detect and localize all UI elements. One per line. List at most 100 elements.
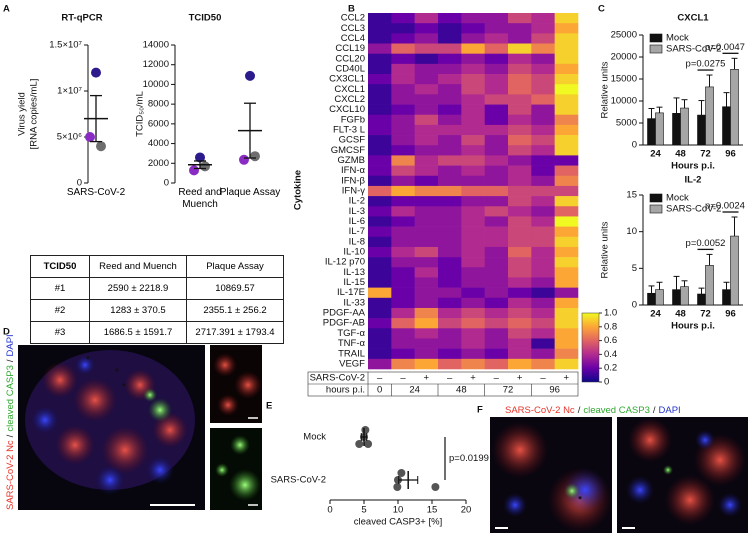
- heat-cell: [484, 23, 509, 34]
- data-point: [245, 70, 255, 81]
- row-label: IL-6: [349, 216, 365, 227]
- heat-cell: [438, 246, 462, 258]
- heat-cell: [414, 74, 439, 85]
- data-point: [394, 476, 402, 484]
- row-label: FGFb: [341, 114, 365, 125]
- heat-cell: [461, 348, 485, 360]
- heat-cell: [554, 145, 579, 156]
- table-cell: 2590 ± 2218.9: [89, 277, 187, 300]
- heat-cell: [368, 236, 392, 248]
- heat-cell: [531, 196, 555, 207]
- heat-cell: [554, 236, 579, 248]
- table-cell: 1283 ± 370.5: [89, 299, 187, 322]
- x-tick-label: 96: [725, 309, 736, 320]
- heat-cell: [484, 63, 509, 75]
- heat-cell: [438, 104, 462, 116]
- heat-cell: [438, 257, 462, 268]
- x-tick-label: 24: [650, 149, 661, 160]
- row-label: GMCSF: [331, 145, 366, 156]
- heat-cell: [438, 124, 462, 136]
- row-label: IL-2: [349, 196, 365, 207]
- heat-cell: [484, 175, 509, 187]
- heat-cell: [368, 348, 392, 360]
- colorbar-tick-label: 0.2: [604, 363, 617, 374]
- heat-cell: [368, 196, 392, 207]
- heat-cell: [368, 74, 392, 85]
- heat-cell: [531, 63, 555, 75]
- heat-cell: [414, 338, 439, 349]
- heat-cell: [484, 216, 509, 227]
- heat-cell: [484, 84, 509, 95]
- heat-cell: [461, 53, 485, 65]
- heat-cell: [461, 318, 485, 329]
- heat-cell: [531, 43, 555, 54]
- table-cell: 1686.5 ± 1591.7: [89, 321, 187, 344]
- x-tick-label: 72: [700, 309, 711, 320]
- heat-cell: [414, 236, 439, 248]
- x-tick-label: Plaque Assay: [220, 187, 281, 198]
- heat-cell: [531, 13, 555, 24]
- heat-cell: [531, 114, 555, 126]
- heat-cell: [438, 348, 462, 360]
- heat-cell: [414, 328, 439, 339]
- heat-cell: [531, 287, 555, 299]
- x-tick-label: SARS-CoV-2: [66, 187, 126, 198]
- row-label: CXCL1: [334, 84, 365, 95]
- x-tick-label: 48: [675, 149, 686, 160]
- p-value: p=0.0275: [686, 59, 726, 70]
- heat-cell: [368, 124, 392, 136]
- channel-name: cleaved CASP3: [5, 365, 16, 432]
- heat-cell: [484, 267, 509, 278]
- heat-cell: [391, 216, 415, 227]
- marker: *: [122, 382, 126, 393]
- bar: [655, 112, 664, 146]
- heat-cell: [368, 33, 392, 44]
- x-tick-label: 72: [700, 149, 711, 160]
- y-tick-label: 14000: [143, 40, 169, 51]
- heat-cell: [554, 287, 579, 299]
- heat-cell: [438, 358, 462, 370]
- row-label: PDGF-AB: [323, 318, 365, 329]
- heat-cell: [368, 84, 392, 95]
- heat-cell: [414, 196, 439, 207]
- heat-cell: [438, 196, 462, 207]
- row-label: CCL3: [341, 23, 365, 34]
- heat-cell: [554, 63, 579, 75]
- heat-cell: [414, 145, 439, 156]
- chart-title: IL-2: [685, 175, 702, 186]
- heat-cell: [554, 135, 579, 146]
- x-tick-label: 15: [427, 505, 438, 516]
- heat-cell: [508, 287, 532, 299]
- row-label: CCL19: [335, 43, 365, 54]
- heat-cell: [438, 145, 462, 156]
- row-label: IFN-β: [341, 175, 365, 186]
- x-tick-text: SARS-CoV-2: [66, 187, 126, 198]
- heat-cell: [461, 84, 485, 95]
- row-label: IL-10: [343, 247, 365, 258]
- heat-cell: [368, 155, 392, 166]
- row-label: CCL4: [341, 33, 365, 44]
- x-tick-label: 96: [725, 149, 736, 160]
- heat-cell: [531, 104, 555, 116]
- heat-cell: [391, 307, 415, 319]
- heat-cell: [484, 94, 509, 105]
- heat-cell: [461, 257, 485, 268]
- heat-cell: [391, 165, 415, 177]
- heat-cell: [484, 124, 509, 136]
- y-axis-label: Virus yield: [17, 92, 28, 136]
- y-tick-label: 12000: [143, 59, 169, 70]
- x-tick-label: 5: [361, 505, 366, 516]
- heat-cell: [508, 257, 532, 268]
- time-value: 24: [409, 385, 420, 396]
- heat-cell: [368, 175, 392, 187]
- heat-cell: [531, 236, 555, 248]
- data-point: [200, 161, 210, 172]
- data-point: [364, 440, 373, 448]
- marker: *: [115, 367, 119, 378]
- channel-name: /: [5, 359, 16, 362]
- heat-cell: [368, 358, 392, 370]
- y-tick-label: 0: [164, 178, 169, 189]
- row-label: IL-13: [343, 267, 365, 278]
- heat-cell: [461, 13, 485, 24]
- heat-cell: [484, 236, 509, 248]
